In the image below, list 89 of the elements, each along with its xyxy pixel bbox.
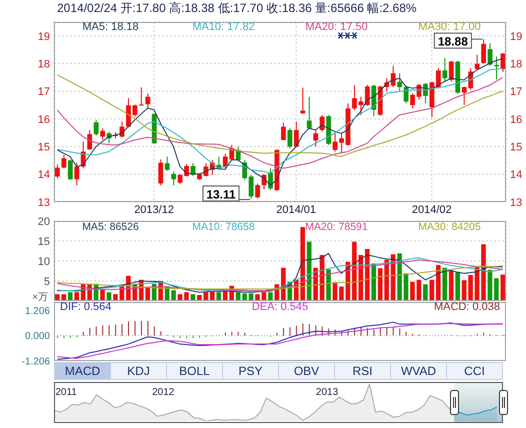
x-tick-label: 2011 (55, 387, 77, 398)
y-tick-label: 15 (38, 142, 50, 154)
text: MA30: 84205 (418, 221, 481, 233)
candlestick (300, 87, 306, 114)
y-tick-label: 1.206 (24, 306, 50, 317)
x-tick-label: 2012 (152, 387, 174, 398)
candlestick (100, 128, 106, 140)
text: MA20: 78591 (305, 221, 368, 233)
y-tick-label: 16 (38, 114, 50, 126)
candlestick (294, 121, 299, 148)
candlestick (61, 154, 66, 169)
text: MA20: 17.50 (305, 21, 368, 33)
candlestick (55, 164, 60, 179)
candlestick (190, 162, 196, 176)
x-tick-label: 2013/12 (134, 204, 174, 216)
category-label: CCI (464, 364, 485, 378)
text: MA5: 18.18 (82, 21, 139, 33)
category-label: WVAD (400, 364, 436, 378)
bar (500, 274, 506, 301)
text: MA10: 17.82 (192, 21, 255, 33)
candlestick (320, 114, 325, 132)
x-tick-label: 2013 (316, 387, 338, 398)
y-tick-label: 19 (38, 30, 50, 43)
candlestick (481, 38, 486, 64)
candlestick (68, 158, 73, 180)
annotation: 18.88 (438, 34, 468, 49)
candlestick (268, 168, 273, 191)
y-tick-label: 14 (38, 169, 50, 182)
x-tick-label: 2014/02 (412, 204, 452, 216)
y-tick-label: 20 (38, 216, 50, 228)
text: MA30: 17.00 (418, 21, 481, 33)
candlestick (164, 156, 170, 172)
bar (326, 269, 331, 301)
candlestick (281, 122, 286, 142)
candlestick (255, 182, 260, 199)
x-tick-label: 2014/01 (276, 204, 316, 216)
y-axis-title: ×万 (32, 292, 48, 303)
text: DEA: 0.545 (252, 301, 308, 313)
text: MA10: 78658 (192, 221, 255, 233)
bar (448, 270, 454, 301)
candlestick (488, 42, 492, 66)
candlestick (442, 58, 448, 82)
bar (100, 290, 105, 301)
y-tick-label: 18 (38, 58, 50, 70)
annotation: 13.11 (206, 188, 236, 202)
bar (430, 280, 434, 301)
candlestick (462, 86, 467, 106)
candlestick (474, 54, 480, 70)
bar (106, 292, 112, 301)
candlestick (404, 85, 409, 104)
y-tick-label: 17 (38, 86, 50, 98)
y2-tick-label: 17 (510, 86, 522, 98)
y2-tick-label: 19 (510, 30, 522, 43)
bar (462, 280, 466, 301)
category-label: MACD (64, 364, 100, 378)
candlestick (74, 162, 80, 186)
bar (455, 272, 460, 301)
y2-tick-label: 16 (510, 114, 522, 126)
candlestick (287, 128, 292, 149)
chart-title: 2014/02/24 开:17.80 高:18.38 低:17.70 收:18.36 量:65666 幅:2.68% (57, 1, 417, 15)
y-tick-label: 5 (44, 276, 50, 288)
candlestick (313, 130, 318, 148)
y2-tick-label: 18 (510, 58, 522, 70)
y2-tick-label: 13 (510, 196, 522, 209)
candlestick (158, 158, 164, 186)
candlestick (306, 96, 312, 130)
candlestick (397, 72, 402, 92)
y-tick-label: 13 (38, 196, 50, 209)
line-series (56, 266, 504, 290)
text: MA5: 86526 (82, 221, 139, 233)
series-label: MACD: 0.038 (434, 301, 500, 313)
candlestick (138, 86, 144, 106)
candlestick (171, 171, 176, 186)
y-tick-label: 0.000 (24, 331, 50, 342)
bar (378, 268, 383, 301)
candlestick (94, 120, 99, 136)
category-label: BOLL (179, 364, 210, 378)
y-tick-label: -1.206 (22, 356, 50, 368)
y2-tick-label: 15 (510, 142, 522, 154)
candlestick (494, 56, 499, 80)
y-tick-label: 15 (38, 236, 50, 248)
bar (423, 284, 428, 301)
category-label: OBV (294, 364, 320, 378)
y-tick-label: 10 (38, 256, 50, 268)
category-label: RSI (352, 364, 372, 378)
text: DIF: 0.564 (60, 301, 112, 313)
category-label: PSY (238, 364, 262, 378)
category-label: KDJ (127, 364, 150, 378)
y2-tick-label: 14 (510, 169, 522, 182)
